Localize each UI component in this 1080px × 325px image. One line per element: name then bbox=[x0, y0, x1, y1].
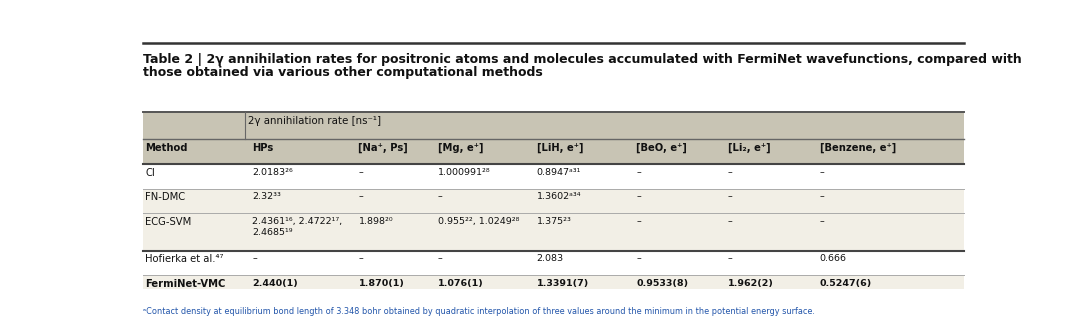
Text: 2.440(1): 2.440(1) bbox=[253, 279, 298, 288]
Bar bbox=[144, 213, 963, 251]
Text: Hofierka et al.⁴⁷: Hofierka et al.⁴⁷ bbox=[145, 254, 224, 264]
Text: –: – bbox=[728, 192, 732, 201]
Text: –: – bbox=[359, 254, 363, 263]
Text: –: – bbox=[636, 217, 642, 226]
Text: –: – bbox=[636, 168, 642, 176]
Text: FN-DMC: FN-DMC bbox=[145, 192, 185, 202]
Text: those obtained via various other computational methods: those obtained via various other computa… bbox=[144, 66, 543, 79]
Text: [LiH, e⁺]: [LiH, e⁺] bbox=[537, 143, 583, 153]
Text: 1.898²⁰: 1.898²⁰ bbox=[359, 217, 393, 226]
Text: 1.000991²⁸: 1.000991²⁸ bbox=[438, 168, 490, 176]
Bar bbox=[144, 139, 963, 164]
Text: [BeO, e⁺]: [BeO, e⁺] bbox=[636, 143, 687, 153]
Text: 0.955²², 1.0249²⁸: 0.955²², 1.0249²⁸ bbox=[438, 217, 519, 226]
Text: [Li₂, e⁺]: [Li₂, e⁺] bbox=[728, 143, 770, 153]
Text: –: – bbox=[636, 254, 642, 263]
Text: –: – bbox=[820, 217, 824, 226]
Text: –: – bbox=[636, 192, 642, 201]
Text: 2.0183²⁶: 2.0183²⁶ bbox=[253, 168, 293, 176]
Text: 0.8947ᵃ³¹: 0.8947ᵃ³¹ bbox=[537, 168, 581, 176]
Text: 2.32³³: 2.32³³ bbox=[253, 192, 281, 201]
Text: CI: CI bbox=[145, 168, 154, 178]
Text: [Na⁺, Ps]: [Na⁺, Ps] bbox=[359, 143, 408, 153]
Text: –: – bbox=[438, 192, 443, 201]
Text: 2.083: 2.083 bbox=[537, 254, 564, 263]
Text: [Benzene, e⁺]: [Benzene, e⁺] bbox=[820, 143, 896, 153]
Text: 1.3602ᵃ³⁴: 1.3602ᵃ³⁴ bbox=[537, 192, 581, 201]
Text: Method: Method bbox=[145, 143, 188, 153]
Text: HPs: HPs bbox=[253, 143, 273, 153]
Text: 0.9533(8): 0.9533(8) bbox=[636, 279, 688, 288]
Text: –: – bbox=[359, 168, 363, 176]
Text: Table 2 | 2γ annihilation rates for positronic atoms and molecules accumulated w: Table 2 | 2γ annihilation rates for posi… bbox=[144, 53, 1022, 66]
Text: 1.375²³: 1.375²³ bbox=[537, 217, 571, 226]
Bar bbox=[144, 164, 963, 188]
Bar bbox=[144, 188, 963, 213]
Text: 2.4361¹⁶, 2.4722¹⁷,
2.4685¹⁹: 2.4361¹⁶, 2.4722¹⁷, 2.4685¹⁹ bbox=[253, 217, 342, 237]
Text: –: – bbox=[359, 192, 363, 201]
Text: [Mg, e⁺]: [Mg, e⁺] bbox=[438, 143, 484, 153]
Text: 0.666: 0.666 bbox=[820, 254, 847, 263]
Text: ᵃContact density at equilibrium bond length of 3.348 bohr obtained by quadratic : ᵃContact density at equilibrium bond len… bbox=[144, 307, 815, 316]
Text: –: – bbox=[728, 254, 732, 263]
Bar bbox=[144, 275, 963, 300]
Text: FermiNet-VMC: FermiNet-VMC bbox=[145, 279, 226, 289]
Text: 1.962(2): 1.962(2) bbox=[728, 279, 773, 288]
Text: 2γ annihilation rate [ns⁻¹]: 2γ annihilation rate [ns⁻¹] bbox=[248, 116, 381, 125]
Text: –: – bbox=[438, 254, 443, 263]
Bar bbox=[144, 251, 963, 275]
Text: –: – bbox=[820, 192, 824, 201]
Text: 1.870(1): 1.870(1) bbox=[359, 279, 404, 288]
Text: ECG-SVM: ECG-SVM bbox=[145, 217, 191, 227]
Text: 1.076(1): 1.076(1) bbox=[438, 279, 484, 288]
Bar bbox=[144, 111, 963, 139]
Text: –: – bbox=[820, 168, 824, 176]
Text: –: – bbox=[728, 217, 732, 226]
Text: 1.3391(7): 1.3391(7) bbox=[537, 279, 589, 288]
Text: 0.5247(6): 0.5247(6) bbox=[820, 279, 872, 288]
Text: –: – bbox=[728, 168, 732, 176]
Text: –: – bbox=[253, 254, 257, 263]
